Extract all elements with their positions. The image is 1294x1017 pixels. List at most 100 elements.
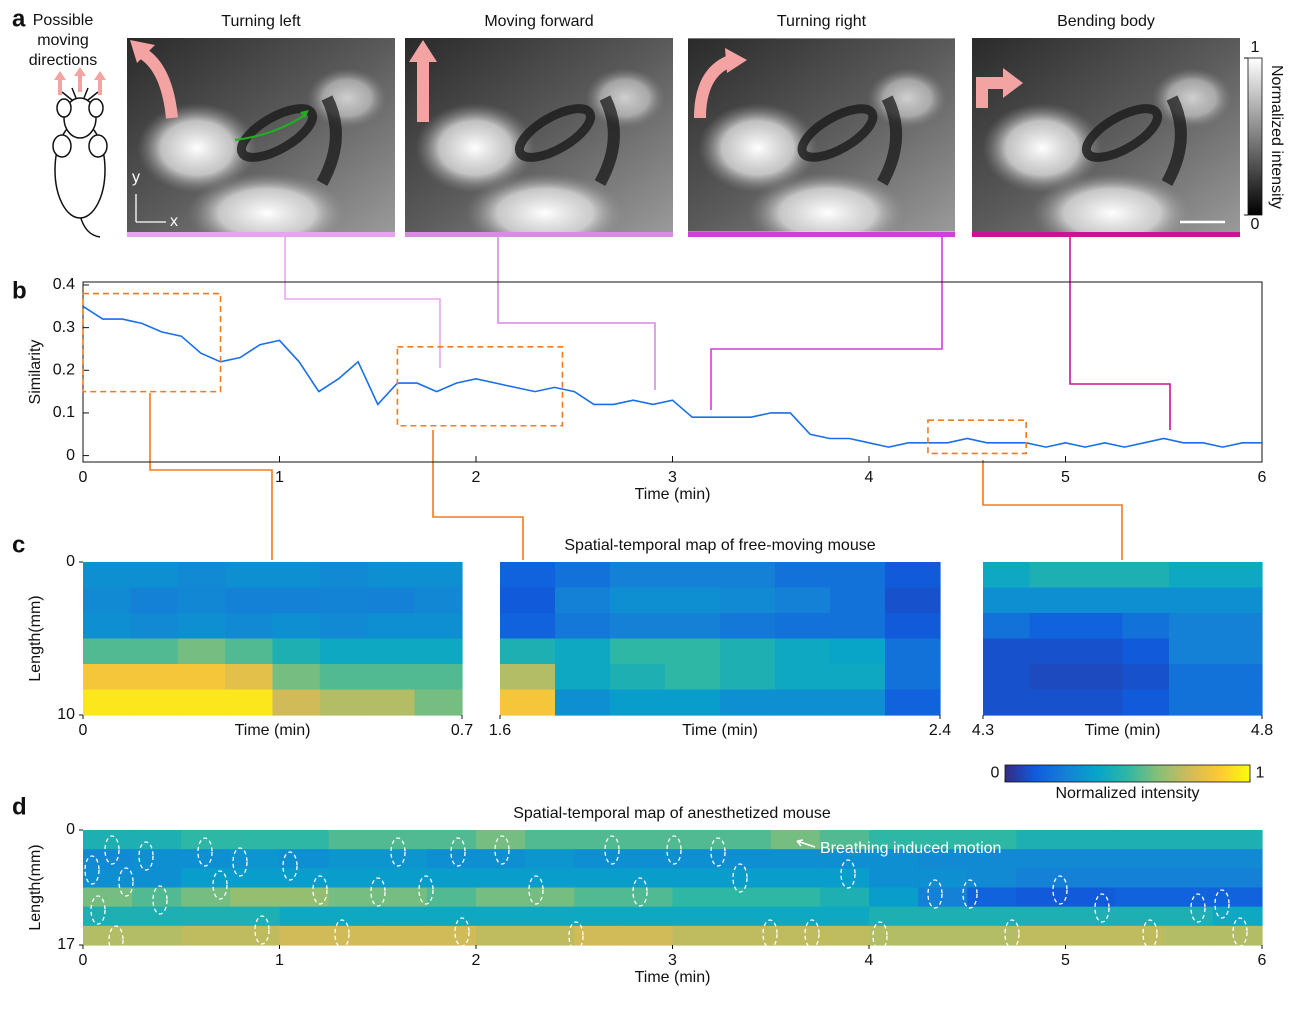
heatmap-cell: [673, 868, 723, 888]
photo-colorbar-label: Normalized intensity: [1268, 65, 1285, 209]
heatmap-cell: [1066, 849, 1116, 869]
heatmap-cell: [230, 868, 280, 888]
heatmap-cell: [967, 868, 1017, 888]
heatmap-cell: [280, 849, 330, 869]
heatmap-cell: [574, 926, 624, 946]
heatmap-cell: [178, 639, 226, 665]
heatmap-cell: [983, 588, 1030, 614]
heatmap-cell: [181, 907, 231, 927]
heatmap-cell: [665, 562, 721, 588]
heatmap-cell: [665, 588, 721, 614]
heatmap-cell: [771, 868, 821, 888]
heatmap-cell: [181, 868, 231, 888]
heatmap-cell: [574, 907, 624, 927]
y-tick-label: 0: [66, 553, 75, 570]
heatmap-cell: [1169, 690, 1216, 716]
heatmap-cell: [273, 588, 321, 614]
heatmap-cell: [665, 690, 721, 716]
heatmap-cell: [1213, 849, 1263, 869]
connector: [285, 237, 440, 368]
heatmap-cell: [722, 849, 772, 869]
heatmap-cell: [1115, 907, 1165, 927]
heatmap-cell: [132, 868, 182, 888]
y-tick-label: 0: [66, 821, 75, 838]
heatmap-cell: [476, 907, 526, 927]
heatmap-cell: [83, 926, 133, 946]
heatmap-cell: [181, 888, 231, 908]
heatmap-cell: [673, 888, 723, 908]
heatmap-cell: [1115, 849, 1165, 869]
heatmap-cell: [1030, 588, 1077, 614]
heatmap-cell: [1076, 562, 1123, 588]
heatmap-cell: [610, 588, 666, 614]
heatmap-cell: [83, 664, 131, 690]
heatmap-cell: [320, 613, 368, 639]
heatmap-cell: [1164, 830, 1214, 850]
heatmap-cell: [1123, 639, 1170, 665]
heatmap-cell: [869, 907, 919, 927]
heatmap-cell: [500, 588, 556, 614]
heatmap-cell: [775, 588, 831, 614]
heatmap-cell: [885, 562, 941, 588]
panel-label: d: [12, 793, 27, 820]
heatmap-cell: [320, 664, 368, 690]
heatmap-cell: [1164, 888, 1214, 908]
heatmap-cell: [476, 926, 526, 946]
x-tick-label: 4: [865, 952, 874, 969]
photo-bar: [127, 232, 395, 237]
heatmap-cell: [476, 868, 526, 888]
photo-bar: [972, 232, 1240, 237]
heatmap-cell: [771, 849, 821, 869]
heatmap-cell: [427, 907, 477, 927]
heatmap-cell: [476, 888, 526, 908]
heatmap-cell: [130, 562, 178, 588]
colorbar: [1005, 765, 1250, 782]
heatmap-cell: [273, 562, 321, 588]
photo-axis-y: y: [132, 169, 140, 186]
heatmap-cell: [555, 664, 611, 690]
heatmap-cell: [320, 690, 368, 716]
heatmap-cell: [83, 868, 133, 888]
heatmap-cell: [820, 888, 870, 908]
heatmap-cell: [1123, 664, 1170, 690]
heatmap-cell: [132, 888, 182, 908]
heatmap-cell: [132, 926, 182, 946]
heatmap-cell: [555, 613, 611, 639]
x-tick-label: 2: [472, 469, 481, 486]
heatmap-cell: [367, 639, 415, 665]
heatmap-cell: [500, 562, 556, 588]
heatmap-cell: [378, 849, 428, 869]
heatmap-cell: [329, 830, 379, 850]
y-axis-label: Similarity: [27, 340, 44, 405]
heatmap-cell: [1164, 926, 1214, 946]
photo-title: Bending body: [1057, 13, 1155, 30]
heatmap-cell: [665, 613, 721, 639]
heatmap-cell: [83, 849, 133, 869]
heatmap-cell: [775, 664, 831, 690]
heatmap-cell: [130, 588, 178, 614]
heatmap-cell: [775, 562, 831, 588]
heatmap-cell: [230, 888, 280, 908]
highlight-box: [928, 420, 1026, 453]
heatmap-cell: [720, 562, 776, 588]
heatmap-cell: [130, 613, 178, 639]
heatmap-cell: [476, 849, 526, 869]
heatmap-cell: [525, 868, 575, 888]
heatmap-cell: [415, 664, 463, 690]
heatmap-cell: [869, 926, 919, 946]
heatmap-cell: [427, 888, 477, 908]
heatmap-cell: [130, 639, 178, 665]
x-tick-label: 1.6: [489, 722, 511, 739]
y-tick-label: 0.2: [53, 362, 75, 379]
heatmap-cell: [225, 664, 273, 690]
y-tick-label: 10: [57, 706, 75, 723]
photo-colorbar-tick-label: 0: [1251, 216, 1260, 233]
y-tick-label: 0.1: [53, 404, 75, 421]
heatmap-cell: [720, 690, 776, 716]
heatmap-cell: [918, 868, 968, 888]
heatmap-cell: [983, 664, 1030, 690]
photo: [127, 38, 395, 253]
heatmap-cell: [1076, 639, 1123, 665]
heatmap-cell: [623, 926, 673, 946]
heatmap-cell: [378, 926, 428, 946]
